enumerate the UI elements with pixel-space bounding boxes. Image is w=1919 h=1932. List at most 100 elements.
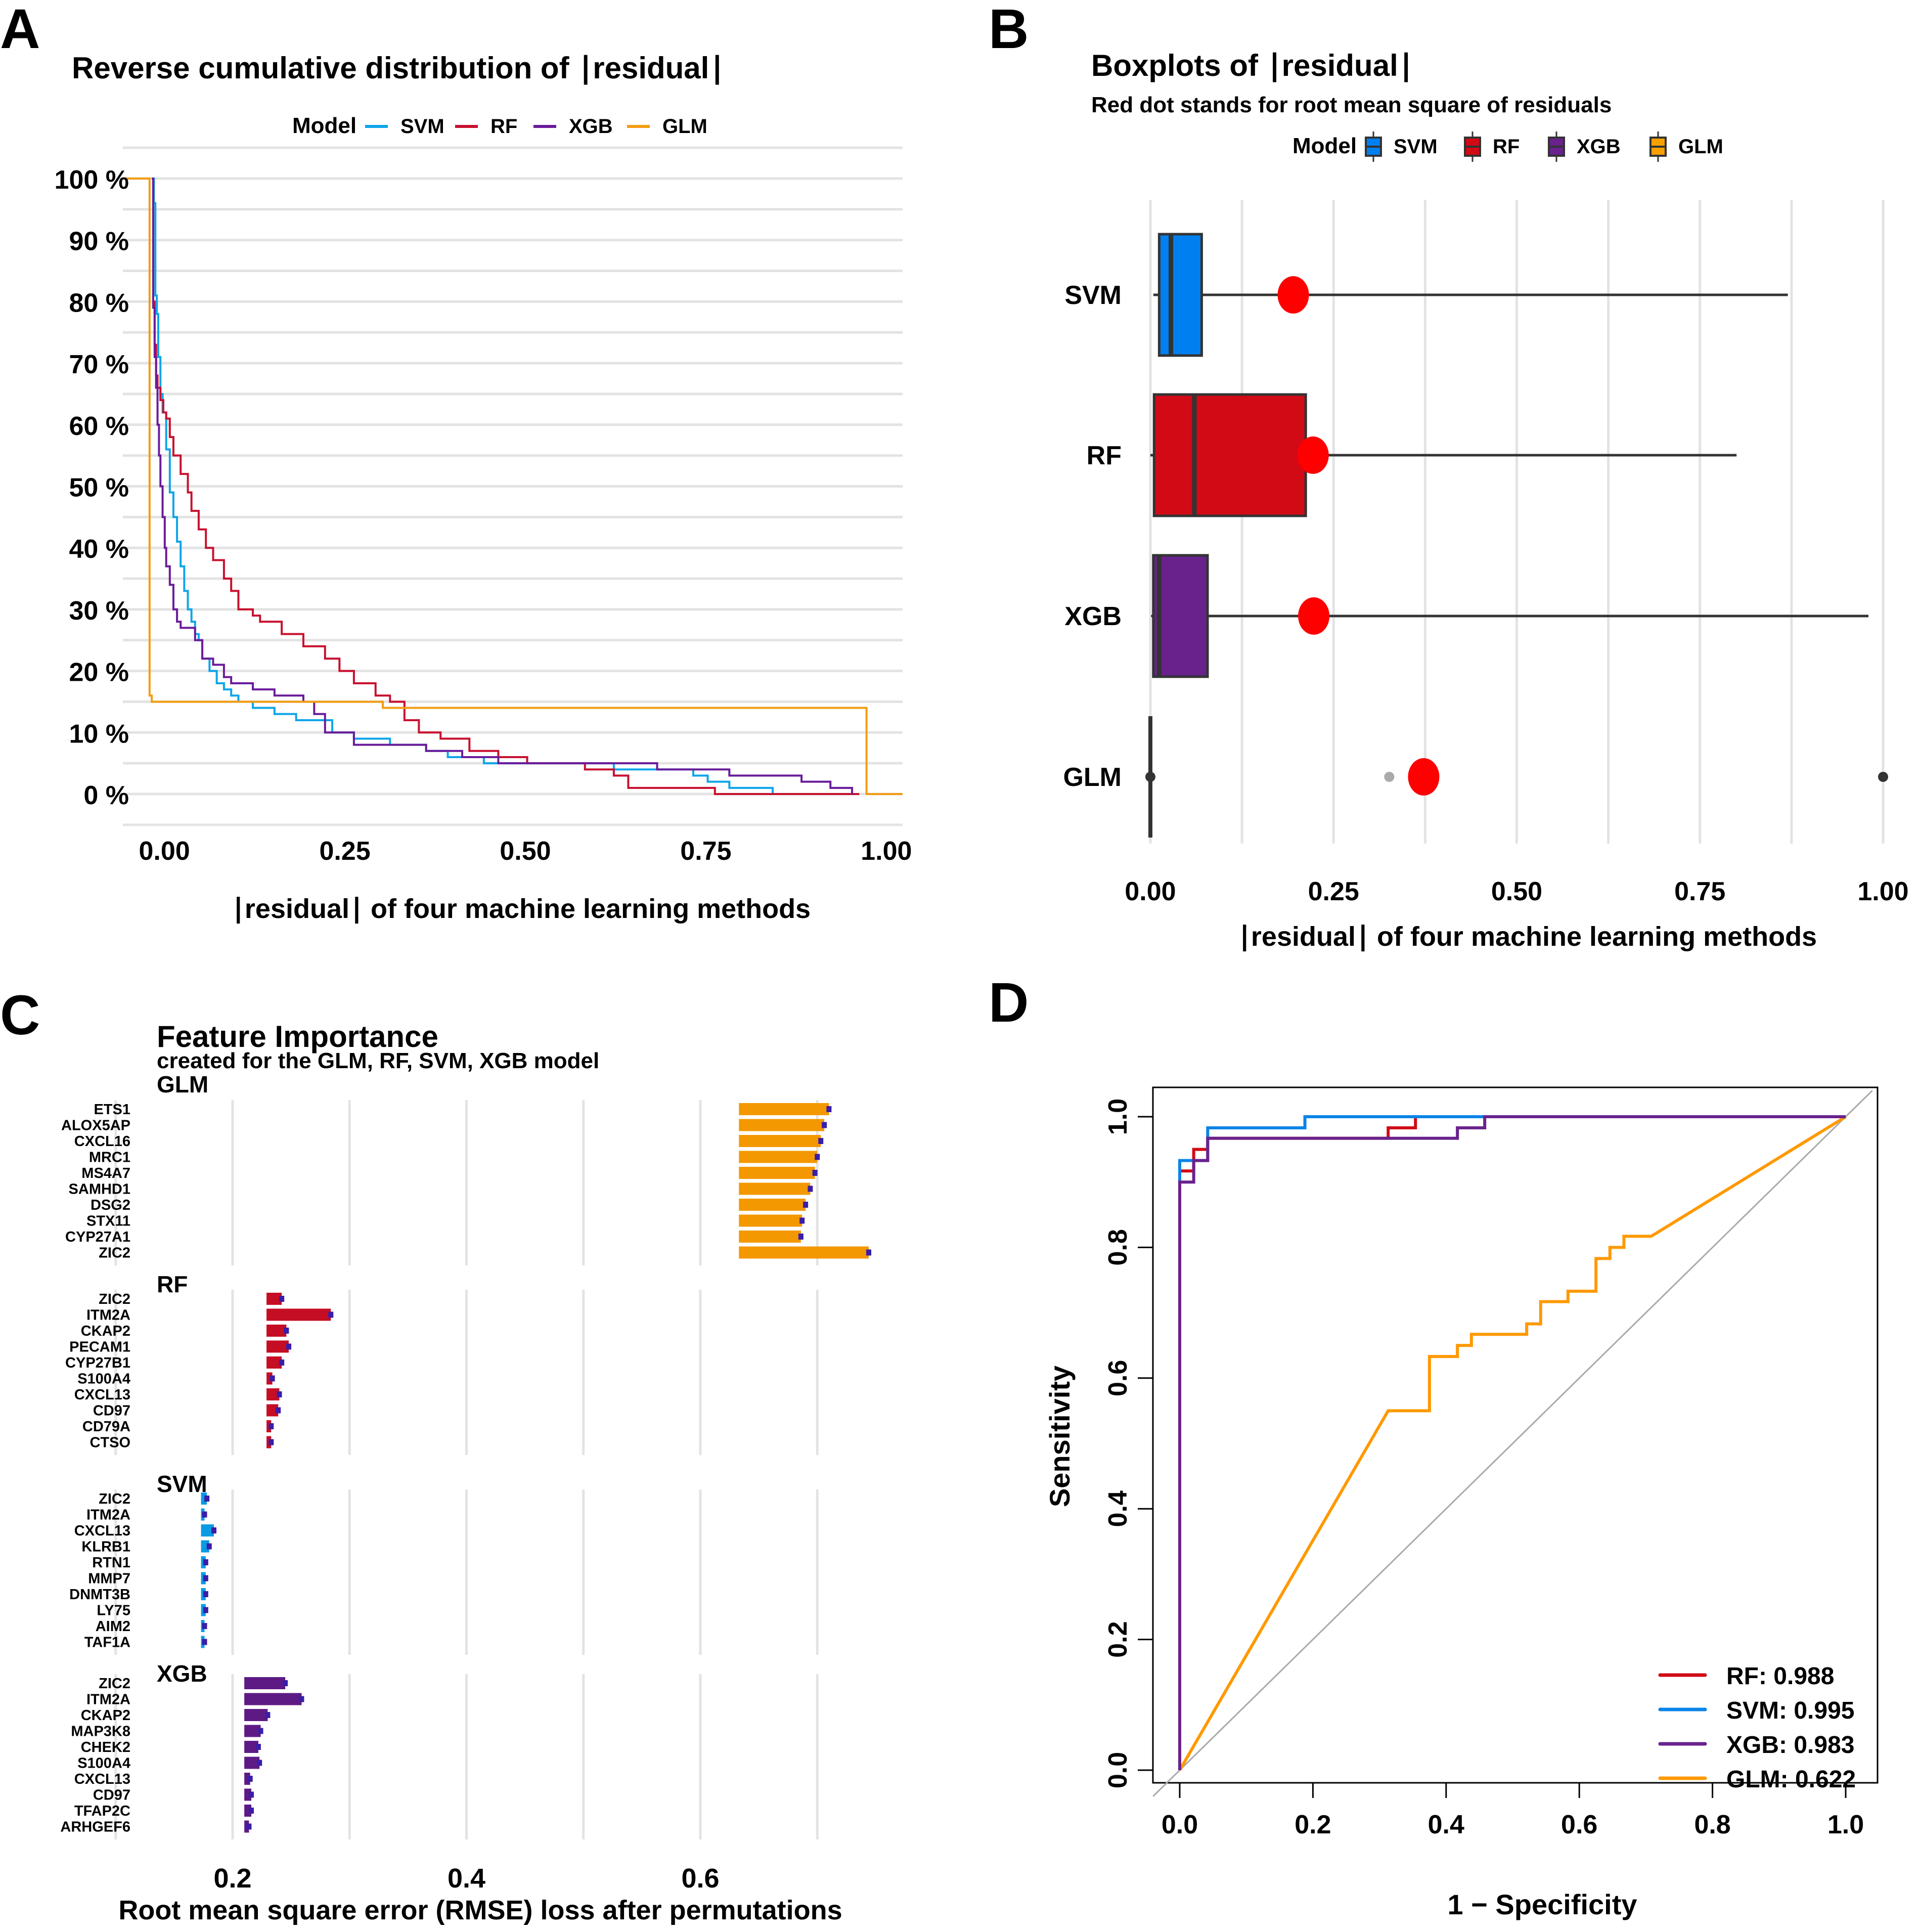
panel-b-ticks: 0.00 0.25 0.50 0.75 1.00 [1125,877,1908,906]
panel-a-x-tick-label: 1.00 [861,837,912,866]
panel-a-y-tick-label: 50 % [69,473,129,503]
panel-c-bar [739,1246,869,1259]
panel-c-facet-glm: GLM ETS1ALOX5APCXCL16MRC1MS4A7SAMHD1DSG2S… [61,1071,871,1265]
panel-c-feature-label: CYP27B1 [65,1355,130,1371]
panel-b-legend-label-svm: SVM [1394,136,1438,158]
panel-d-x-tick-label: 0.4 [1428,1810,1464,1839]
panel-c-feature-label: TFAP2C [74,1803,130,1819]
panel-d-x-tick-label: 1.0 [1827,1810,1864,1839]
panel-c-bar [244,1709,268,1721]
panel-a-series-line-xgb [152,178,854,794]
panel-b-category-label: XGB [1064,602,1122,631]
panel-c-feature-label: RTN1 [92,1555,130,1571]
panel-c-error-mark [203,1591,208,1597]
panel-d-roc-chart: 0.0 0.2 0.4 0.6 0.8 1.0 0.0 0.2 0.4 0.6 0.8 1.0 RF:… [1044,1086,1879,1920]
panel-c-feature-label: ZIC2 [99,1491,130,1507]
panel-c-bar [201,1492,207,1505]
panel-a-title: Reverse cumulative distribution of ∣resi… [72,51,724,85]
panel-c-bar [244,1773,250,1785]
panel-c-bar [266,1372,273,1385]
panel-c-bar [739,1167,815,1179]
panel-a-x-tick-label: 0.00 [139,837,190,866]
panel-c-feature-label: CXCL13 [74,1523,130,1539]
panel-c-subtitle: created for the GLM, RF, SVM, XGB model [157,1048,599,1073]
panel-c-feature-importance-chart: Feature Importance created for the GLM, … [60,1020,871,1925]
panel-b-rmse-dot [1297,436,1329,474]
panel-c-error-mark [258,1728,263,1734]
panel-c-facet-label: RF [157,1271,188,1297]
panel-c-feature-label: ITM2A [86,1307,130,1324]
panel-c-feature-label: AIM2 [96,1618,130,1635]
panel-c-feature-label: S100A4 [77,1371,130,1387]
panel-c-error-mark [255,1744,261,1750]
panel-c-error-mark [277,1391,282,1397]
panel-b-legend-title: Model [1292,134,1357,158]
panel-c-facets: GLMETS1ALOX5APCXCL16MRC1MS4A7SAMHD1DSG2S… [60,1071,871,1839]
panel-d-roc-curve-xgb [1178,1115,1846,1770]
panel-d-diagonal-line [1152,1090,1873,1797]
panel-b-rmse-dot [1277,276,1309,314]
panel-b-rmse-dot [1408,758,1440,796]
panel-a-y-tick-label: 40 % [69,535,129,564]
panel-c-feature-label: CYP27A1 [65,1229,130,1245]
panel-c-bar [266,1308,331,1321]
panel-c-error-mark [211,1527,216,1533]
panel-c-feature-label: DNMT3B [69,1587,130,1603]
panel-c-error-mark [812,1170,818,1176]
panel-c-feature-label: STX11 [86,1213,130,1230]
panel-c-error-mark [246,1823,252,1830]
panel-c-bar [266,1293,282,1305]
panel-c-bar [739,1135,821,1147]
panel-c-error-mark [206,1543,212,1550]
panel-b-box-svm: SVM [1064,233,1788,357]
panel-b-box-xgb: XGB [1064,554,1869,678]
panel-d-y-tick-label: 0.6 [1103,1360,1133,1396]
panel-d-x-tick-label: 0.8 [1694,1810,1730,1839]
panel-c-feature-label: DSG2 [91,1197,130,1213]
panel-c-feature-label: LY75 [97,1603,130,1619]
panel-b-iqr-box [1152,554,1209,678]
panel-b-iqr-box [1152,393,1307,517]
panel-c-x-axis-label: Root mean square error (RMSE) loss after… [118,1895,842,1925]
panel-b-legend-key-rf [1464,131,1481,162]
panel-a-legend-label-xgb: XGB [569,115,613,138]
panel-c-feature-label: PECAM1 [69,1339,130,1355]
panel-c-bar [739,1231,801,1243]
panel-c-feature-label: S100A4 [77,1755,130,1772]
panel-c-bar [266,1356,282,1369]
panel-c-feature-label: ZIC2 [99,1291,130,1307]
panel-c-facet-label: GLM [157,1071,208,1097]
panel-b-subtitle: Red dot stands for root mean square of r… [1091,93,1612,117]
panel-c-bar [244,1757,260,1769]
panel-d-legend-label-rf: RF: 0.988 [1726,1663,1834,1690]
panel-b-legend-key-xgb [1548,131,1565,162]
panel-a-reverse-cumulative-chart: Reverse cumulative distribution of ∣resi… [55,51,912,924]
panel-c-bar [244,1725,261,1737]
panel-d-roc-curve-svm [1178,1115,1846,1770]
panel-d-ticks: 0.0 0.2 0.4 0.6 0.8 1.0 0.0 0.2 0.4 0.6 0.8 1.0 [1103,1099,1864,1839]
panel-c-feature-label: CKAP2 [81,1323,130,1339]
panel-c-error-mark [279,1359,285,1366]
panel-c-feature-label: CXCL13 [74,1771,130,1787]
panel-b-legend-label-xgb: XGB [1577,136,1621,158]
panel-c-error-mark [822,1122,827,1128]
panel-b-boxplot-chart: Boxplots of ∣residual∣ Red dot stands fo… [1063,49,1908,952]
panel-a-y-tick-label: 80 % [69,288,129,318]
panel-c-error-mark [283,1680,288,1686]
panel-c-error-mark [270,1375,275,1382]
panel-c-x-tick-label: 0.2 [213,1863,251,1894]
panel-c-feature-label: ITM2A [86,1507,130,1523]
panel-d-x-tick-label: 0.6 [1561,1810,1597,1839]
panel-c-feature-label: CKAP2 [81,1707,130,1724]
panel-b-boxes: SVM RF XGB GLM [1063,233,1888,838]
panel-a-x-axis-label: ∣residual∣ of four machine learning meth… [231,894,811,924]
panel-d-legend-label-svm: SVM: 0.995 [1726,1697,1854,1724]
panel-a-legend-label-glm: GLM [662,115,707,138]
panel-d-y-axis-label: Sensitivity [1044,1366,1076,1507]
panel-d-y-tick-label: 0.8 [1103,1229,1133,1265]
panel-b-x-axis-label: ∣residual∣ of four machine learning meth… [1237,921,1817,952]
panel-b-x-tick-label: 0.00 [1125,877,1176,906]
panel-a-y-tick-label: 70 % [69,350,129,379]
panel-a-legend: Model SVM RF XGB GLM [292,113,707,138]
